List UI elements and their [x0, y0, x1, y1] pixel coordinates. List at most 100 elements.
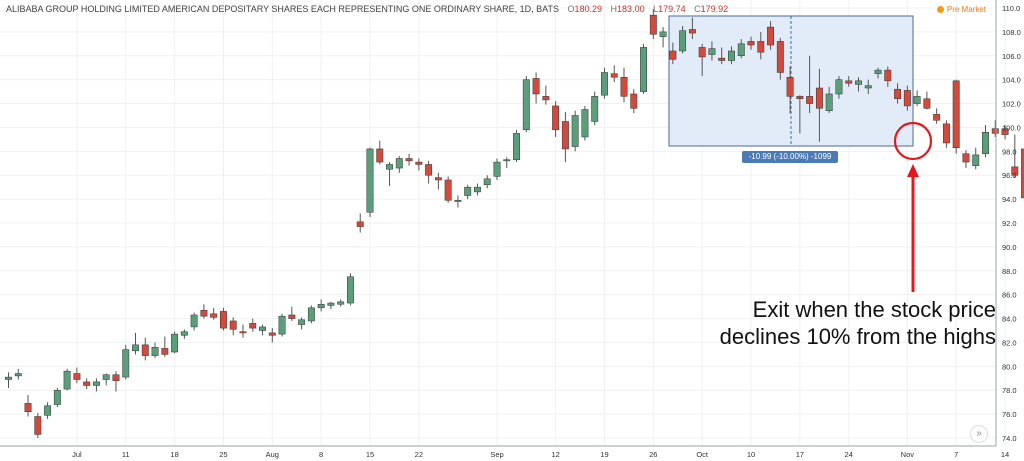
- candle-body: [112, 374, 120, 381]
- price-tick-label: 100.0: [1002, 123, 1021, 132]
- price-tick-label: 102.0: [1002, 100, 1021, 109]
- candle-body: [307, 307, 315, 322]
- pre-market-dot-icon: [936, 6, 944, 13]
- candle-body: [483, 178, 491, 186]
- candle-body: [561, 121, 569, 150]
- candle-body: [708, 48, 716, 55]
- candle-body: [845, 80, 853, 84]
- candle-body: [73, 373, 81, 380]
- candle-body: [933, 114, 941, 121]
- time-axis: Jul 11 18 25 Aug 8 15 22 Sep 12 19 26 Oct 10 17 24 Nov 7 1…: [0, 445, 1009, 459]
- scroll-to-end-button[interactable]: »: [970, 425, 988, 443]
- candle-body: [806, 96, 814, 104]
- candle-body: [1021, 148, 1024, 199]
- price-tick-label: 110.0: [1002, 4, 1020, 13]
- candle-body: [347, 276, 354, 304]
- candle-body: [620, 77, 628, 97]
- high-value: 183.00: [617, 4, 645, 14]
- candle-body: [141, 344, 149, 356]
- candle-body: [610, 73, 618, 78]
- time-tick-label: 8: [319, 450, 323, 459]
- price-tick-label: 98.0: [1002, 147, 1017, 156]
- price-tick-label: 104.0: [1002, 76, 1021, 85]
- candle-body: [864, 85, 872, 89]
- candle-body: [415, 161, 423, 165]
- candle-body: [874, 69, 882, 74]
- close-value: 179.92: [700, 4, 729, 14]
- price-tick-label: 94.0: [1002, 195, 1017, 204]
- candle-body: [581, 109, 589, 138]
- candle-body: [718, 57, 726, 61]
- candle-body: [855, 80, 862, 85]
- candle-body: [200, 309, 208, 317]
- candle-body: [210, 313, 218, 318]
- time-tick-label: Aug: [266, 450, 279, 459]
- candle-body: [786, 77, 794, 97]
- price-tick-label: 80.0: [1002, 362, 1017, 371]
- candle-body: [44, 405, 52, 416]
- candle-body: [903, 90, 911, 107]
- candle-body: [151, 346, 159, 356]
- chart-legend: ALIBABA GROUP HOLDING LIMITED AMERICAN D…: [6, 4, 728, 14]
- candle-body: [171, 333, 179, 353]
- candle-body: [434, 177, 442, 181]
- time-tick-label: 15: [366, 450, 374, 459]
- price-tick-label: 108.0: [1002, 28, 1021, 37]
- candle-body: [747, 41, 755, 46]
- candle-body: [728, 50, 735, 61]
- candle-body: [83, 381, 91, 386]
- price-tick-label: 86.0: [1002, 291, 1017, 300]
- candle-body: [532, 78, 540, 95]
- low-value: 179.74: [658, 4, 686, 14]
- candle-body: [190, 314, 198, 328]
- measure-label: -10.99 (-10.00%) -1099: [742, 151, 838, 163]
- candle-body: [982, 131, 989, 154]
- time-tick-label: 14: [1001, 450, 1009, 459]
- candle-body: [161, 348, 169, 355]
- time-tick-label: 17: [796, 450, 804, 459]
- candle-body: [317, 303, 325, 309]
- candle-body: [591, 96, 599, 122]
- candle-body: [122, 349, 130, 378]
- candle-body: [298, 319, 306, 325]
- pre-market-indicator[interactable]: Pre Market: [936, 5, 986, 14]
- price-tick-label: 96.0: [1002, 171, 1017, 180]
- candle-body: [132, 344, 139, 352]
- candle-body: [679, 30, 687, 52]
- candle-body: [669, 50, 677, 60]
- candle-body: [366, 148, 374, 213]
- time-tick-label: 7: [954, 450, 958, 459]
- time-tick-label: Jul: [72, 450, 82, 459]
- candle-body: [649, 14, 657, 35]
- candle-body: [5, 376, 12, 380]
- candle-body: [972, 154, 980, 166]
- candle-body: [513, 133, 520, 160]
- candle-body: [356, 221, 364, 227]
- candle-body: [601, 72, 608, 96]
- time-tick-label: 12: [551, 450, 559, 459]
- candle-series: [5, 9, 1024, 439]
- candle-body: [913, 96, 921, 104]
- candle-body: [229, 320, 237, 330]
- time-tick-label: Sep: [490, 450, 503, 459]
- price-axis: 74.0 76.0 78.0 80.0 82.0 84.0 86.0 88.0 90.0 92.0…: [995, 0, 1021, 446]
- candle-body: [815, 87, 823, 109]
- candle-body: [102, 374, 110, 380]
- open-value: 180.29: [574, 4, 603, 14]
- candle-body: [444, 179, 452, 201]
- time-tick-label: 19: [600, 450, 608, 459]
- candle-body: [278, 315, 286, 335]
- candle-body: [376, 148, 384, 163]
- candle-body: [767, 26, 775, 46]
- candle-body: [464, 186, 472, 196]
- candle-body: [737, 43, 745, 57]
- candle-body: [219, 311, 227, 329]
- high-label: H: [610, 4, 618, 14]
- price-tick-label: 74.0: [1002, 434, 1017, 443]
- candle-body: [522, 79, 530, 131]
- candle-body: [942, 123, 950, 144]
- candle-body: [239, 331, 247, 334]
- candle-body: [327, 302, 335, 306]
- candle-body: [1011, 166, 1019, 176]
